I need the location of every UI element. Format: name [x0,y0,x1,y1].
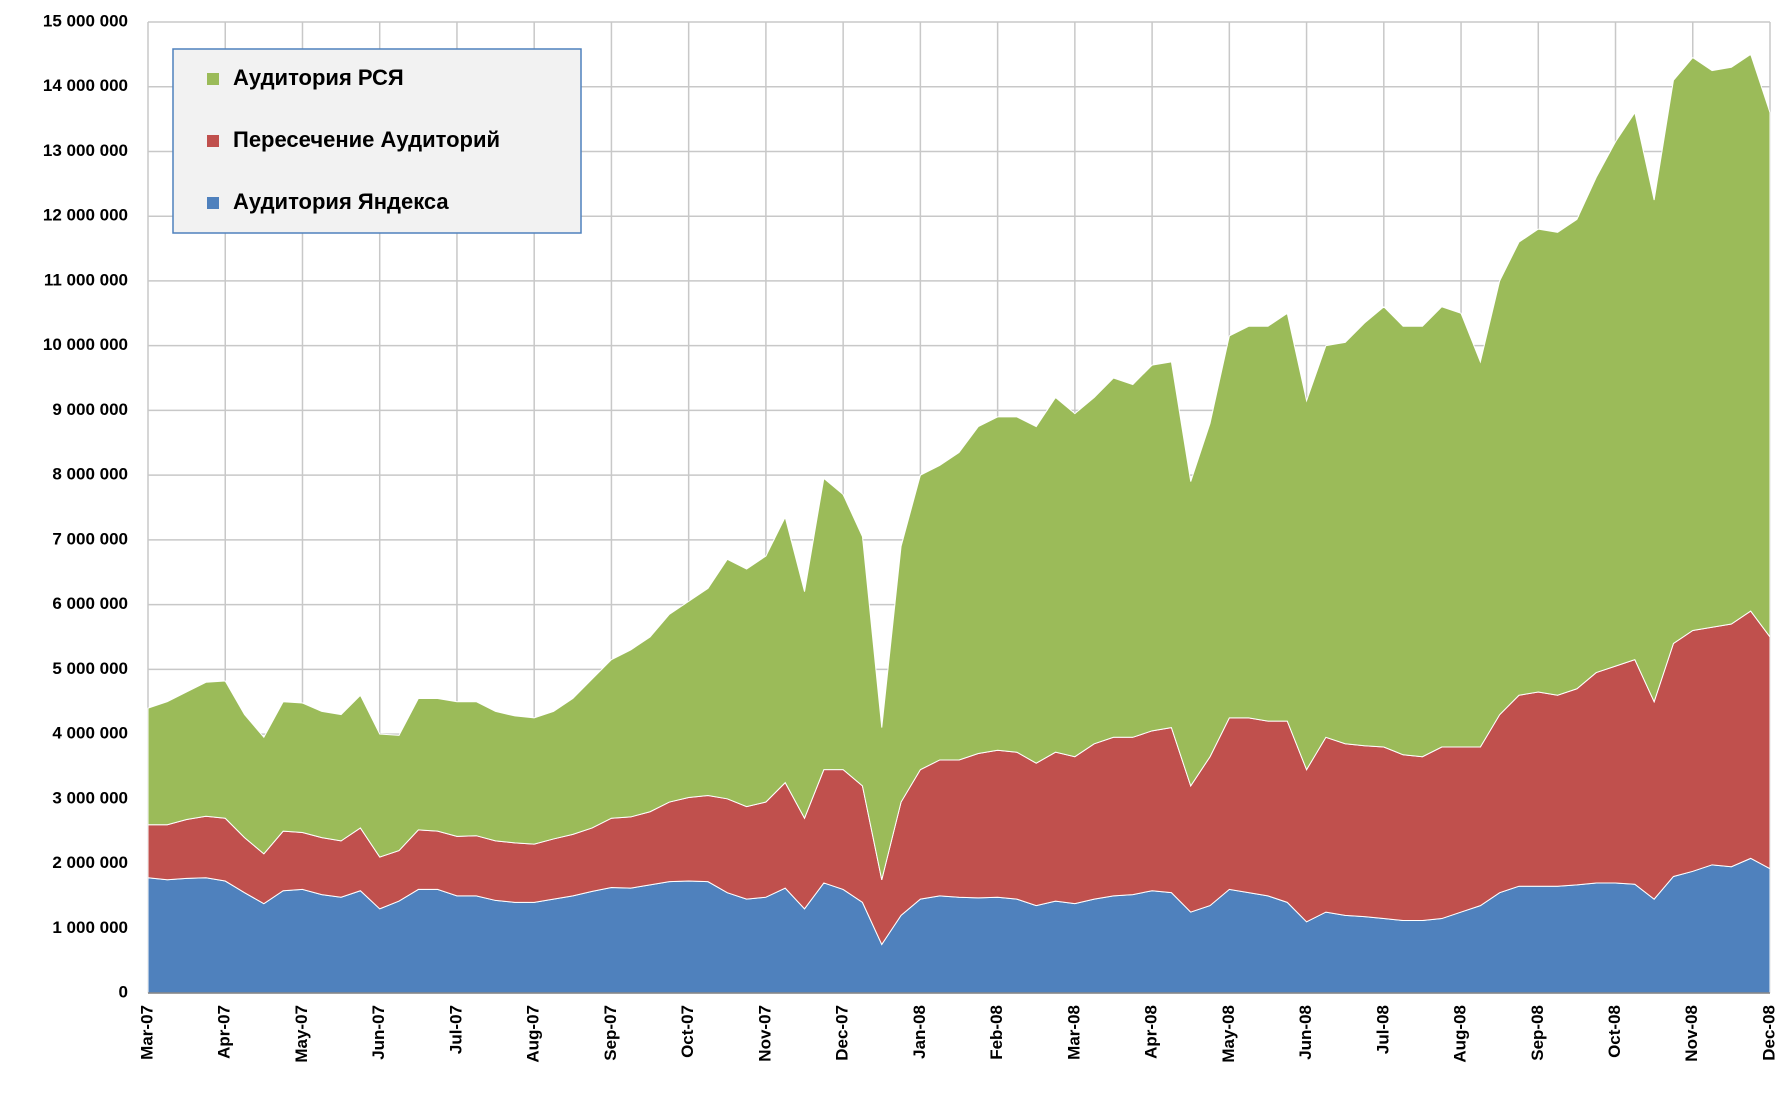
y-tick-label: 15 000 000 [43,11,128,30]
x-tick-label: Mar-07 [137,1005,156,1060]
x-tick-label: Mar-08 [1064,1005,1083,1060]
y-tick-label: 8 000 000 [52,465,128,484]
x-tick-label: Nov-08 [1682,1005,1701,1062]
y-tick-label: 10 000 000 [43,335,128,354]
y-tick-label: 3 000 000 [52,788,128,807]
x-tick-label: Jun-07 [369,1005,388,1060]
x-tick-label: Oct-07 [678,1005,697,1058]
x-tick-label: Apr-07 [215,1005,234,1059]
x-tick-label: Dec-08 [1759,1005,1775,1061]
x-tick-label: Sep-07 [601,1005,620,1061]
y-tick-label: 0 [119,982,128,1001]
legend-label: Пересечение Аудиторий [233,127,500,152]
x-tick-label: Jul-07 [446,1005,465,1054]
legend-swatch [207,135,219,147]
area [147,53,1771,880]
x-tick-label: Aug-08 [1451,1005,1470,1063]
y-tick-label: 11 000 000 [44,270,128,289]
y-tick-label: 2 000 000 [52,853,128,872]
x-tick-label: Apr-08 [1142,1005,1161,1059]
x-tick-label: Jun-08 [1296,1005,1315,1060]
y-tick-label: 12 000 000 [43,206,128,225]
x-tick-label: May-08 [1219,1005,1238,1063]
legend: Аудитория РСЯ Пересечение Аудиторий Аудито… [172,48,582,234]
y-tick-label: 6 000 000 [52,594,128,613]
x-tick-label: Oct-08 [1605,1005,1624,1058]
y-tick-label: 13 000 000 [43,141,128,160]
x-tick-label: Jul-08 [1373,1005,1392,1054]
x-tick-label: Aug-07 [524,1005,543,1063]
legend-label: Аудитория Яндекса [233,189,449,214]
x-tick-label: Dec-07 [833,1005,852,1061]
x-tick-label: May-07 [292,1005,311,1063]
x-tick-label: Sep-08 [1528,1005,1547,1061]
y-tick-label: 9 000 000 [52,400,128,419]
y-tick-label: 5 000 000 [52,659,128,678]
legend-label: Аудитория РСЯ [233,65,404,90]
legend-box [172,48,582,234]
legend-swatch [207,197,219,209]
x-tick-label: Jan-08 [910,1005,929,1059]
y-tick-label: 7 000 000 [52,529,128,548]
legend-swatch [207,73,219,85]
y-tick-label: 4 000 000 [52,724,128,743]
y-tick-label: 14 000 000 [43,76,128,95]
y-tick-label: 1 000 000 [52,918,128,937]
x-tick-label: Feb-08 [987,1005,1006,1060]
x-tick-label: Nov-07 [755,1005,774,1062]
